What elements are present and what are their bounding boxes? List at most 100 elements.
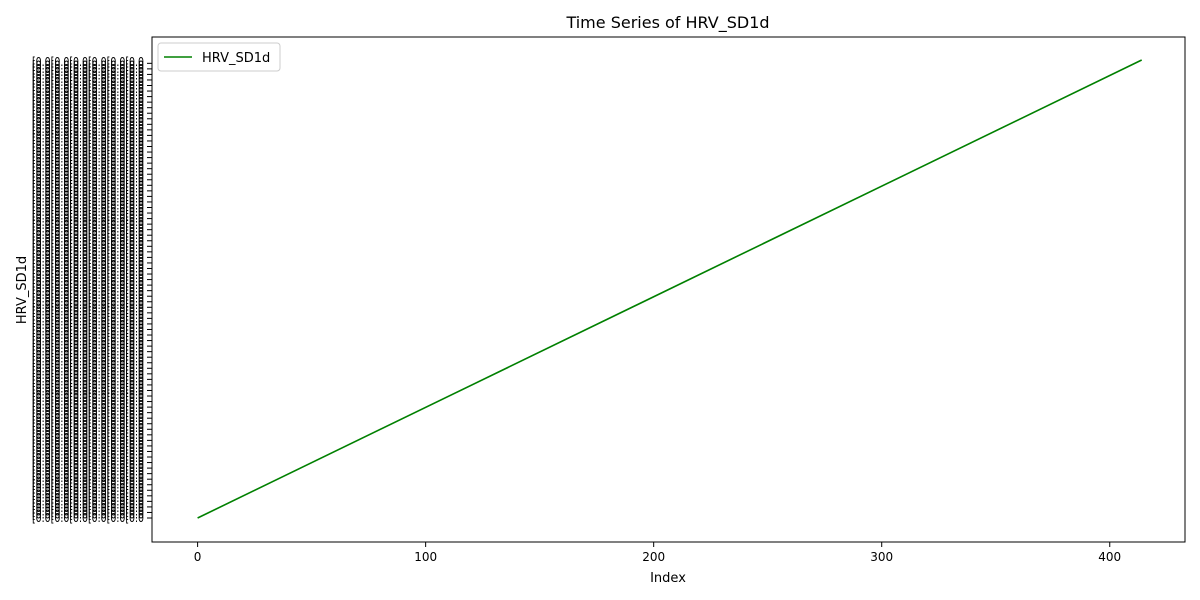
y-tick-labels: [0.0[0.0[0.0[0.0[0.0[0.0[0.0[0.0[0.0[0.0… xyxy=(32,55,144,525)
y-tick-label: [0.0[0.0[0.0[0.0[0.0[0.0 xyxy=(32,281,144,295)
y-tick-label: [0.0[0.0[0.0[0.0[0.0[0.0 xyxy=(32,222,144,236)
y-tick-label: [0.0[0.0[0.0[0.0[0.0[0.0 xyxy=(32,125,144,139)
y-tick-label: [0.0[0.0[0.0[0.0[0.0[0.0 xyxy=(32,235,144,249)
y-tick-label: [0.0[0.0[0.0[0.0[0.0[0.0 xyxy=(32,438,144,452)
y-tick-label: [0.0[0.0[0.0[0.0[0.0[0.0 xyxy=(32,508,144,522)
y-tick-label: [0.0[0.0[0.0[0.0[0.0[0.0 xyxy=(32,142,144,156)
y-tick-label: [0.0[0.0[0.0[0.0[0.0[0.0 xyxy=(32,115,144,129)
y-tick-label: [0.0[0.0[0.0[0.0[0.0[0.0 xyxy=(32,218,144,232)
y-tick-label: [0.0[0.0[0.0[0.0[0.0[0.0 xyxy=(32,55,144,69)
y-tick-label: [0.0[0.0[0.0[0.0[0.0[0.0 xyxy=(32,95,144,109)
y-tick-label: [0.0[0.0[0.0[0.0[0.0[0.0 xyxy=(32,401,144,415)
y-tick-label: [0.0[0.0[0.0[0.0[0.0[0.0 xyxy=(32,215,144,229)
y-tick-label: [0.0[0.0[0.0[0.0[0.0[0.0 xyxy=(32,295,144,309)
y-tick-label: [0.0[0.0[0.0[0.0[0.0[0.0 xyxy=(32,182,144,196)
y-tick-label: [0.0[0.0[0.0[0.0[0.0[0.0 xyxy=(32,271,144,285)
y-tick-label: [0.0[0.0[0.0[0.0[0.0[0.0 xyxy=(32,365,144,379)
y-tick-label: [0.0[0.0[0.0[0.0[0.0[0.0 xyxy=(32,464,144,478)
y-tick-label: [0.0[0.0[0.0[0.0[0.0[0.0 xyxy=(32,321,144,335)
y-tick-label: [0.0[0.0[0.0[0.0[0.0[0.0 xyxy=(32,138,144,152)
y-tick-label: [0.0[0.0[0.0[0.0[0.0[0.0 xyxy=(32,375,144,389)
y-tick-label: [0.0[0.0[0.0[0.0[0.0[0.0 xyxy=(32,358,144,372)
y-tick-label: [0.0[0.0[0.0[0.0[0.0[0.0 xyxy=(32,415,144,429)
y-tick-label: [0.0[0.0[0.0[0.0[0.0[0.0 xyxy=(32,405,144,419)
y-tick-label: [0.0[0.0[0.0[0.0[0.0[0.0 xyxy=(32,501,144,515)
y-tick-label: [0.0[0.0[0.0[0.0[0.0[0.0 xyxy=(32,132,144,146)
y-tick-label: [0.0[0.0[0.0[0.0[0.0[0.0 xyxy=(32,511,144,525)
y-tick-label: [0.0[0.0[0.0[0.0[0.0[0.0 xyxy=(32,315,144,329)
y-tick-label: [0.0[0.0[0.0[0.0[0.0[0.0 xyxy=(32,341,144,355)
y-tick-label: [0.0[0.0[0.0[0.0[0.0[0.0 xyxy=(32,275,144,289)
y-tick-label: [0.0[0.0[0.0[0.0[0.0[0.0 xyxy=(32,391,144,405)
y-tick-label: [0.0[0.0[0.0[0.0[0.0[0.0 xyxy=(32,494,144,508)
y-tick-label: [0.0[0.0[0.0[0.0[0.0[0.0 xyxy=(32,92,144,106)
y-tick-label: [0.0[0.0[0.0[0.0[0.0[0.0 xyxy=(32,484,144,498)
y-tick-label: [0.0[0.0[0.0[0.0[0.0[0.0 xyxy=(32,355,144,369)
y-tick-label: [0.0[0.0[0.0[0.0[0.0[0.0 xyxy=(32,348,144,362)
y-tick-label: [0.0[0.0[0.0[0.0[0.0[0.0 xyxy=(32,102,144,116)
y-tick-label: [0.0[0.0[0.0[0.0[0.0[0.0 xyxy=(32,288,144,302)
y-tick-label: [0.0[0.0[0.0[0.0[0.0[0.0 xyxy=(32,278,144,292)
y-tick-label: [0.0[0.0[0.0[0.0[0.0[0.0 xyxy=(32,471,144,485)
y-tick-label: [0.0[0.0[0.0[0.0[0.0[0.0 xyxy=(32,185,144,199)
y-tick-label: [0.0[0.0[0.0[0.0[0.0[0.0 xyxy=(32,431,144,445)
y-tick-label: [0.0[0.0[0.0[0.0[0.0[0.0 xyxy=(32,198,144,212)
y-tick-label: [0.0[0.0[0.0[0.0[0.0[0.0 xyxy=(32,504,144,518)
y-tick-label: [0.0[0.0[0.0[0.0[0.0[0.0 xyxy=(32,62,144,76)
y-tick-label: [0.0[0.0[0.0[0.0[0.0[0.0 xyxy=(32,162,144,176)
y-tick-label: [0.0[0.0[0.0[0.0[0.0[0.0 xyxy=(32,135,144,149)
x-tick-label: 0 xyxy=(194,550,202,564)
y-tick-label: [0.0[0.0[0.0[0.0[0.0[0.0 xyxy=(32,335,144,349)
x-tick-label: 400 xyxy=(1098,550,1121,564)
y-tick-label: [0.0[0.0[0.0[0.0[0.0[0.0 xyxy=(32,398,144,412)
y-tick-label: [0.0[0.0[0.0[0.0[0.0[0.0 xyxy=(32,488,144,502)
y-tick-label: [0.0[0.0[0.0[0.0[0.0[0.0 xyxy=(32,225,144,239)
y-tick-label: [0.0[0.0[0.0[0.0[0.0[0.0 xyxy=(32,421,144,435)
y-tick-label: [0.0[0.0[0.0[0.0[0.0[0.0 xyxy=(32,245,144,259)
y-tick-label: [0.0[0.0[0.0[0.0[0.0[0.0 xyxy=(32,195,144,209)
x-tick-label: 100 xyxy=(414,550,437,564)
y-tick-label: [0.0[0.0[0.0[0.0[0.0[0.0 xyxy=(32,378,144,392)
y-tick-label: [0.0[0.0[0.0[0.0[0.0[0.0 xyxy=(32,228,144,242)
y-tick-label: [0.0[0.0[0.0[0.0[0.0[0.0 xyxy=(32,311,144,325)
y-tick-label: [0.0[0.0[0.0[0.0[0.0[0.0 xyxy=(32,385,144,399)
y-tick-label: [0.0[0.0[0.0[0.0[0.0[0.0 xyxy=(32,428,144,442)
y-tick-label: [0.0[0.0[0.0[0.0[0.0[0.0 xyxy=(32,158,144,172)
y-tick-label: [0.0[0.0[0.0[0.0[0.0[0.0 xyxy=(32,65,144,79)
x-axis-label: Index xyxy=(650,571,686,586)
x-ticks: 0 100 200 300 400 xyxy=(194,542,1121,564)
y-tick-label: [0.0[0.0[0.0[0.0[0.0[0.0 xyxy=(32,192,144,206)
y-tick-label: [0.0[0.0[0.0[0.0[0.0[0.0 xyxy=(32,408,144,422)
y-tick-label: [0.0[0.0[0.0[0.0[0.0[0.0 xyxy=(32,148,144,162)
y-axis-label: HRV_SD1d xyxy=(15,256,30,324)
y-tick-label: [0.0[0.0[0.0[0.0[0.0[0.0 xyxy=(32,448,144,462)
y-tick-label: [0.0[0.0[0.0[0.0[0.0[0.0 xyxy=(32,75,144,89)
y-tick-label: [0.0[0.0[0.0[0.0[0.0[0.0 xyxy=(32,338,144,352)
y-tick-label: [0.0[0.0[0.0[0.0[0.0[0.0 xyxy=(32,325,144,339)
y-tick-label: [0.0[0.0[0.0[0.0[0.0[0.0 xyxy=(32,498,144,512)
y-tick-label: [0.0[0.0[0.0[0.0[0.0[0.0 xyxy=(32,361,144,375)
y-tick-label: [0.0[0.0[0.0[0.0[0.0[0.0 xyxy=(32,255,144,269)
y-tick-label: [0.0[0.0[0.0[0.0[0.0[0.0 xyxy=(32,451,144,465)
x-tick-label: 300 xyxy=(870,550,893,564)
y-tick-label: [0.0[0.0[0.0[0.0[0.0[0.0 xyxy=(32,444,144,458)
y-tick-label: [0.0[0.0[0.0[0.0[0.0[0.0 xyxy=(32,461,144,475)
y-tick-label: [0.0[0.0[0.0[0.0[0.0[0.0 xyxy=(32,208,144,222)
y-tick-label: [0.0[0.0[0.0[0.0[0.0[0.0 xyxy=(32,298,144,312)
y-tick-label: [0.0[0.0[0.0[0.0[0.0[0.0 xyxy=(32,258,144,272)
y-tick-label: [0.0[0.0[0.0[0.0[0.0[0.0 xyxy=(32,238,144,252)
y-tick-label: [0.0[0.0[0.0[0.0[0.0[0.0 xyxy=(32,468,144,482)
y-tick-label: [0.0[0.0[0.0[0.0[0.0[0.0 xyxy=(32,351,144,365)
y-tick-label: [0.0[0.0[0.0[0.0[0.0[0.0 xyxy=(32,59,144,73)
y-tick-label: [0.0[0.0[0.0[0.0[0.0[0.0 xyxy=(32,331,144,345)
series-line-hrv-sd1d xyxy=(197,59,1143,519)
y-tick-label: [0.0[0.0[0.0[0.0[0.0[0.0 xyxy=(32,481,144,495)
y-tick-label: [0.0[0.0[0.0[0.0[0.0[0.0 xyxy=(32,491,144,505)
y-tick-label: [0.0[0.0[0.0[0.0[0.0[0.0 xyxy=(32,388,144,402)
y-tick-label: [0.0[0.0[0.0[0.0[0.0[0.0 xyxy=(32,268,144,282)
y-tick-label: [0.0[0.0[0.0[0.0[0.0[0.0 xyxy=(32,242,144,256)
y-tick-label: [0.0[0.0[0.0[0.0[0.0[0.0 xyxy=(32,371,144,385)
y-tick-label: [0.0[0.0[0.0[0.0[0.0[0.0 xyxy=(32,79,144,93)
y-tick-label: [0.0[0.0[0.0[0.0[0.0[0.0 xyxy=(32,172,144,186)
y-tick-label: [0.0[0.0[0.0[0.0[0.0[0.0 xyxy=(32,118,144,132)
